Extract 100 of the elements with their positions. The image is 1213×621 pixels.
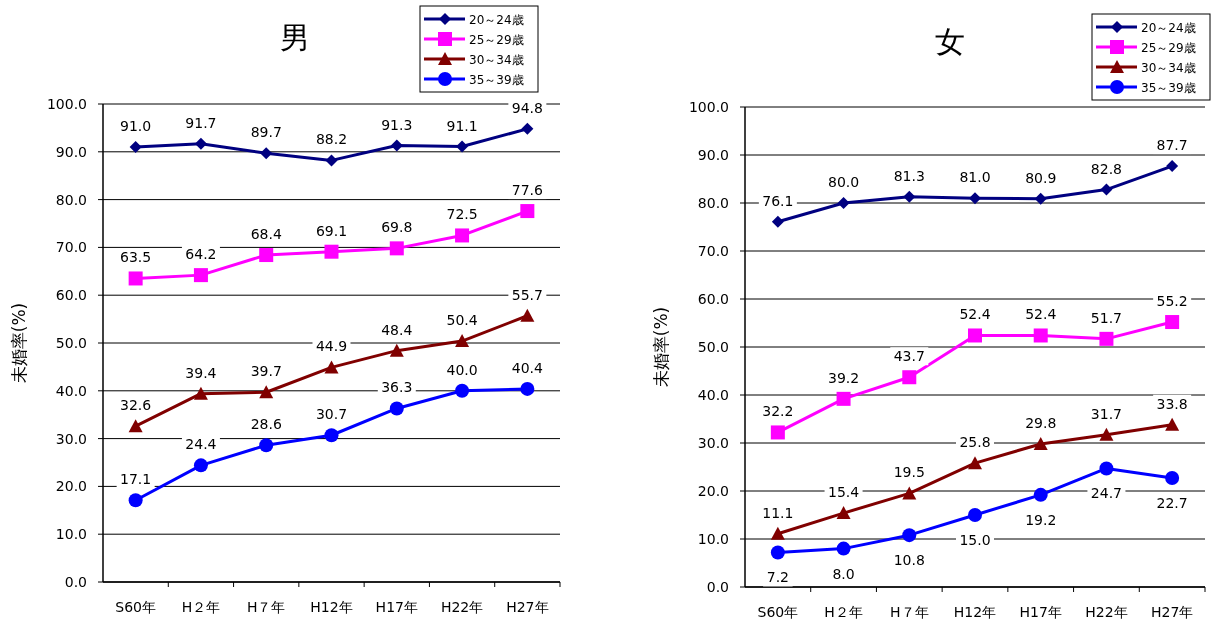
point: [1033, 328, 1048, 343]
x-tick-label: H２年: [824, 604, 863, 620]
data-label: 17.1: [120, 471, 152, 488]
point: [1033, 436, 1048, 450]
point: [902, 370, 917, 385]
legend-label: 35～39歳: [1141, 81, 1196, 95]
data-label: 36.3: [381, 379, 413, 396]
data-label: 52.4: [1025, 306, 1057, 323]
legend-label: 20～24歳: [1141, 21, 1196, 35]
point: [325, 154, 338, 167]
point: [193, 386, 208, 400]
data-label: 80.9: [1025, 169, 1057, 186]
data-label: 33.8: [1156, 395, 1188, 412]
point: [193, 268, 208, 283]
point: [968, 508, 982, 522]
y-tick-label: 100.0: [46, 96, 87, 112]
legend-label: 30～34歳: [469, 53, 524, 67]
data-label: 91.7: [185, 114, 217, 131]
data-label: 15.0: [959, 532, 991, 548]
data-label: 82.8: [1090, 160, 1123, 177]
legend-label: 25～29歳: [469, 33, 524, 47]
point: [836, 391, 851, 406]
y-tick-label: 80.0: [697, 195, 729, 211]
point: [836, 506, 851, 520]
point: [771, 215, 784, 228]
data-label: 11.1: [762, 504, 794, 521]
data-label: 40.4: [511, 359, 544, 376]
data-label: 68.4: [250, 226, 282, 243]
point: [324, 428, 339, 443]
data-label: 55.2: [1156, 293, 1188, 310]
data-label: 91.3: [381, 116, 413, 133]
data-label: 32.2: [762, 403, 794, 420]
y-tick-label: 30.0: [697, 435, 729, 451]
chart-title: 女: [935, 24, 965, 59]
data-label: 89.7: [250, 124, 282, 141]
x-tick-label: H27年: [506, 599, 549, 615]
data-label: 39.4: [185, 364, 217, 381]
point: [1165, 471, 1180, 486]
x-tick-label: H17年: [375, 599, 418, 615]
data-label: 52.4: [959, 306, 991, 323]
data-label: 25.8: [959, 434, 991, 451]
data-label: 51.7: [1090, 309, 1123, 326]
y-tick-label: 30.0: [55, 430, 87, 447]
x-tick-label: S60年: [115, 599, 156, 615]
data-label: 8.0: [832, 565, 855, 582]
point: [260, 147, 273, 160]
data-label: 15.4: [827, 484, 860, 501]
point: [390, 139, 403, 152]
point: [1099, 461, 1114, 476]
data-label: 22.7: [1156, 495, 1188, 512]
data-label: 91.1: [446, 117, 478, 134]
data-label: 40.0: [446, 361, 478, 378]
data-label: 30.7: [315, 406, 348, 423]
data-label: 48.4: [381, 321, 413, 338]
chart-title: 男: [280, 20, 310, 55]
point: [194, 137, 207, 150]
data-label: 63.5: [120, 249, 152, 266]
y-tick-label: 40.0: [697, 387, 729, 403]
point: [837, 197, 850, 209]
x-tick-label: H27年: [1150, 604, 1194, 620]
point: [969, 192, 981, 205]
y-tick-label: 60.0: [697, 291, 729, 307]
data-label: 64.2: [185, 246, 217, 263]
data-label: 87.7: [1156, 137, 1188, 154]
point: [324, 244, 339, 259]
y-tick-label: 40.0: [55, 382, 87, 399]
data-label: 24.7: [1090, 485, 1123, 502]
point: [1099, 427, 1114, 441]
point: [193, 458, 208, 473]
point: [968, 328, 982, 343]
y-tick-label: 70.0: [697, 243, 729, 259]
y-tick-label: 20.0: [55, 478, 87, 495]
data-label: 55.7: [511, 286, 543, 303]
data-label: 39.2: [827, 369, 860, 386]
data-label: 88.2: [315, 131, 348, 148]
data-label: 29.8: [1025, 414, 1057, 431]
data-label: 7.2: [766, 569, 789, 586]
legend-label: 20～24歳: [469, 13, 524, 27]
data-label: 91.0: [120, 118, 152, 135]
y-tick-label: 60.0: [55, 287, 87, 304]
point: [259, 248, 274, 263]
point: [836, 541, 851, 556]
data-label: 44.9: [315, 338, 348, 355]
point: [770, 545, 785, 560]
point: [455, 334, 470, 348]
point: [128, 419, 143, 433]
data-label: 24.4: [185, 436, 217, 453]
data-label: 32.6: [120, 397, 152, 414]
x-tick-label: H７年: [890, 604, 929, 620]
point: [455, 383, 470, 398]
point: [389, 343, 404, 357]
data-label: 10.8: [893, 552, 925, 569]
data-label: 43.7: [893, 348, 925, 365]
y-axis-title: 未婚率(%): [9, 302, 29, 384]
point: [902, 486, 917, 500]
y-axis-title: 未婚率(%): [651, 306, 671, 388]
point: [1100, 183, 1113, 196]
data-label: 28.6: [250, 416, 282, 433]
y-tick-label: 100.0: [688, 99, 729, 115]
y-tick-label: 0.0: [706, 579, 729, 595]
